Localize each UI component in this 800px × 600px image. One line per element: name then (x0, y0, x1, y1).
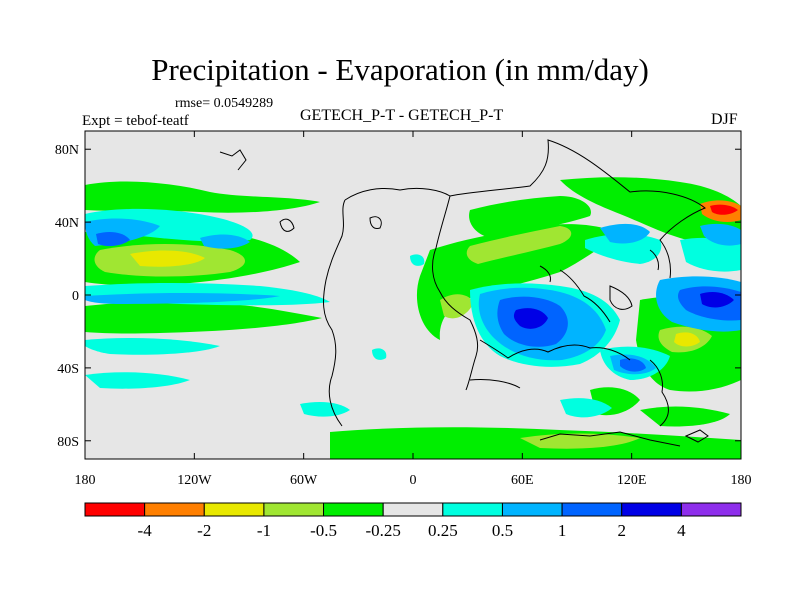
x-tick-label: 0 (410, 473, 417, 488)
colorbar-label: 2 (617, 521, 626, 540)
colorbar-swatch (501, 502, 563, 517)
colorbar-label: -1 (257, 521, 271, 540)
red-contours (700, 200, 741, 222)
colorbar-swatch (561, 502, 623, 517)
y-tick-label: 80S (57, 435, 79, 450)
colorbar-swatch (263, 502, 325, 517)
darkblue-contours (513, 292, 734, 329)
colorbar-label: 0.5 (492, 521, 513, 540)
colorbar: -4 -2 -1 -0.5 -0.25 0.25 0.5 1 2 4 (84, 502, 742, 540)
colorbar-label: -0.25 (365, 521, 400, 540)
x-tick-label: 120E (617, 473, 647, 488)
coastlines (219, 139, 709, 447)
colorbar-label: -2 (197, 521, 211, 540)
colorbar-swatch (144, 502, 205, 517)
map-title: Precipitation - Evaporation (in mm/day) (151, 52, 649, 87)
colorbar-label: 0.25 (428, 521, 458, 540)
x-tick-label: 180 (75, 473, 96, 488)
colorbar-label: 4 (677, 521, 686, 540)
y-tick-label: 80N (55, 143, 79, 158)
y-tick-label: 0 (72, 289, 79, 304)
colorbar-label: 1 (558, 521, 567, 540)
x-tick-label: 180 (731, 473, 752, 488)
x-tick-label: 60W (290, 473, 318, 488)
colorbar-swatch (323, 502, 384, 517)
colorbar-swatch (442, 502, 503, 517)
x-tick-label: 60E (511, 473, 534, 488)
colorbar-label: -0.5 (310, 521, 337, 540)
colorbar-label: -4 (138, 521, 153, 540)
colorbar-swatch (203, 502, 265, 517)
x-axis: 180 120W 60W 0 60E 120E 180 (75, 131, 752, 488)
y-tick-label: 40N (55, 216, 79, 231)
x-tick-label: 120W (177, 473, 212, 488)
colorbar-swatch (621, 502, 682, 517)
yellow-contours (130, 250, 700, 347)
colorbar-swatch (680, 502, 742, 517)
contour-fill (85, 139, 741, 459)
y-axis: 80N 40N 0 40S 80S (55, 143, 741, 450)
y-tick-label: 40S (57, 362, 79, 377)
colorbar-swatch (84, 502, 146, 517)
colorbar-swatch (382, 502, 444, 517)
comparison-label: GETECH_P-T - GETECH_P-T (300, 107, 504, 124)
season-label: DJF (711, 111, 738, 128)
rmse-label: rmse= 0.0549289 (175, 96, 274, 111)
experiment-label: Expt = tebof-teatf (82, 113, 189, 129)
